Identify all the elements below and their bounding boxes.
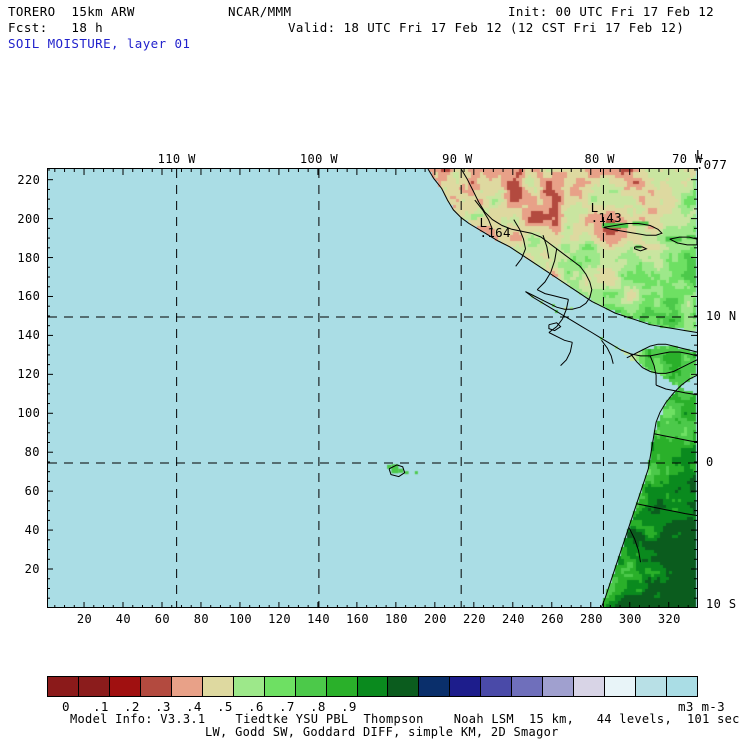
map-plot-area <box>47 168 698 608</box>
colorbar-tick: .4 <box>186 699 202 714</box>
colorbar-swatch <box>388 677 420 696</box>
x-tick-label: 120 <box>268 612 291 626</box>
field-name-label: SOIL MOISTURE, layer 01 <box>8 36 191 51</box>
colorbar-swatch <box>574 677 606 696</box>
colorbar-swatch <box>667 677 698 696</box>
y-tick-label: 120 <box>17 367 41 382</box>
y-tick-label: 40 <box>24 523 40 538</box>
valid-time: Valid: 18 UTC Fri 17 Feb 12 (12 CST Fri … <box>288 20 685 35</box>
colorbar-tick: .2 <box>124 699 140 714</box>
colorbar-tick: .1 <box>93 699 109 714</box>
x-tick-label: 260 <box>540 612 564 626</box>
model-title: TORERO 15km ARW <box>8 4 135 19</box>
x-tick-label: 80 <box>193 612 210 626</box>
colorbar <box>47 676 698 697</box>
y-tick-label: 20 <box>24 562 40 576</box>
colorbar-swatch <box>264 677 296 696</box>
colorbar-tick: .7 <box>279 699 295 714</box>
y-tick-label: 80 <box>24 445 40 460</box>
model-info-line2: LW, Godd SW, Goddard DIFF, simple KM, 2D… <box>205 725 559 739</box>
x-tick-label: 20 <box>76 612 93 626</box>
colorbar-swatch <box>202 677 234 696</box>
low-marker: L <box>479 215 488 231</box>
forecast-hour: Fcst: 18 h <box>8 20 104 35</box>
colorbar-swatch <box>481 677 513 696</box>
colorbar-units: m3 m-3 <box>678 699 725 714</box>
colorbar-tick: .5 <box>217 699 233 714</box>
colorbar-swatch <box>326 677 358 696</box>
colorbar-swatch <box>109 677 141 696</box>
x-tick-label: 40 <box>115 612 132 626</box>
y-tick-label: 60 <box>24 484 40 499</box>
minimum-annotation: L .164 <box>479 215 511 241</box>
lat-label: 0 <box>706 454 714 469</box>
init-time: Init: 00 UTC Fri 17 Feb 12 <box>508 4 715 19</box>
lon-label: 80 W <box>584 152 615 166</box>
lon-label: 100 W <box>299 152 339 166</box>
x-tick-label: 240 <box>501 612 525 626</box>
colorbar-swatch <box>233 677 265 696</box>
minimum-annotation: L .077 <box>695 147 728 173</box>
colorbar-tick: 0 <box>62 699 70 714</box>
low-value: .143 <box>590 209 622 225</box>
colorbar-swatch <box>357 677 389 696</box>
colorbar-swatch <box>295 677 327 696</box>
x-tick-label: 140 <box>307 612 330 626</box>
low-marker: L <box>590 199 599 215</box>
x-tick-label: 160 <box>346 612 369 626</box>
x-tick-label: 200 <box>424 612 447 626</box>
colorbar-tick: .6 <box>248 699 264 714</box>
lat-label: 10 S <box>706 597 737 612</box>
y-tick-label: 200 <box>17 211 41 226</box>
map-overlay <box>48 169 697 607</box>
model-info-line1: Model Info: V3.3.1 Tiedtke YSU PBL Thomp… <box>70 712 740 726</box>
colorbar-swatch <box>450 677 482 696</box>
y-tick-label: 100 <box>17 406 41 421</box>
colorbar-swatch <box>605 677 637 696</box>
low-value: .164 <box>479 225 511 241</box>
lon-label: 70 W <box>672 152 703 166</box>
model-center: NCAR/MMM <box>228 4 292 19</box>
colorbar-swatch <box>543 677 575 696</box>
colorbar-swatch <box>512 677 544 696</box>
x-tick-label: 280 <box>579 612 603 626</box>
y-tick-label: 160 <box>17 289 41 304</box>
x-tick-label: 220 <box>463 612 486 626</box>
colorbar-swatch <box>48 677 79 696</box>
lon-label: 90 W <box>442 152 473 166</box>
colorbar-tick: .9 <box>341 699 357 714</box>
y-tick-label: 140 <box>17 328 41 343</box>
colorbar-swatch <box>636 677 668 696</box>
x-tick-label: 100 <box>229 612 253 626</box>
x-tick-label: 320 <box>657 612 681 626</box>
x-tick-label: 180 <box>385 612 408 626</box>
colorbar-swatch <box>78 677 110 696</box>
colorbar-tick: .8 <box>310 699 326 714</box>
lon-label: 110 W <box>157 152 196 166</box>
soil-moisture-field <box>48 169 697 607</box>
low-value: .077 <box>695 157 728 173</box>
low-marker: L <box>695 147 704 163</box>
colorbar-swatch <box>419 677 451 696</box>
minimum-annotation: L .143 <box>590 199 622 225</box>
y-tick-label: 180 <box>17 250 41 265</box>
x-tick-label: 300 <box>618 612 642 626</box>
x-tick-label: 60 <box>154 612 171 626</box>
y-tick-label: 220 <box>17 172 41 187</box>
lat-label: 10 N <box>706 308 737 323</box>
colorbar-swatch <box>171 677 203 696</box>
colorbar-tick: .3 <box>155 699 171 714</box>
colorbar-swatch <box>140 677 172 696</box>
